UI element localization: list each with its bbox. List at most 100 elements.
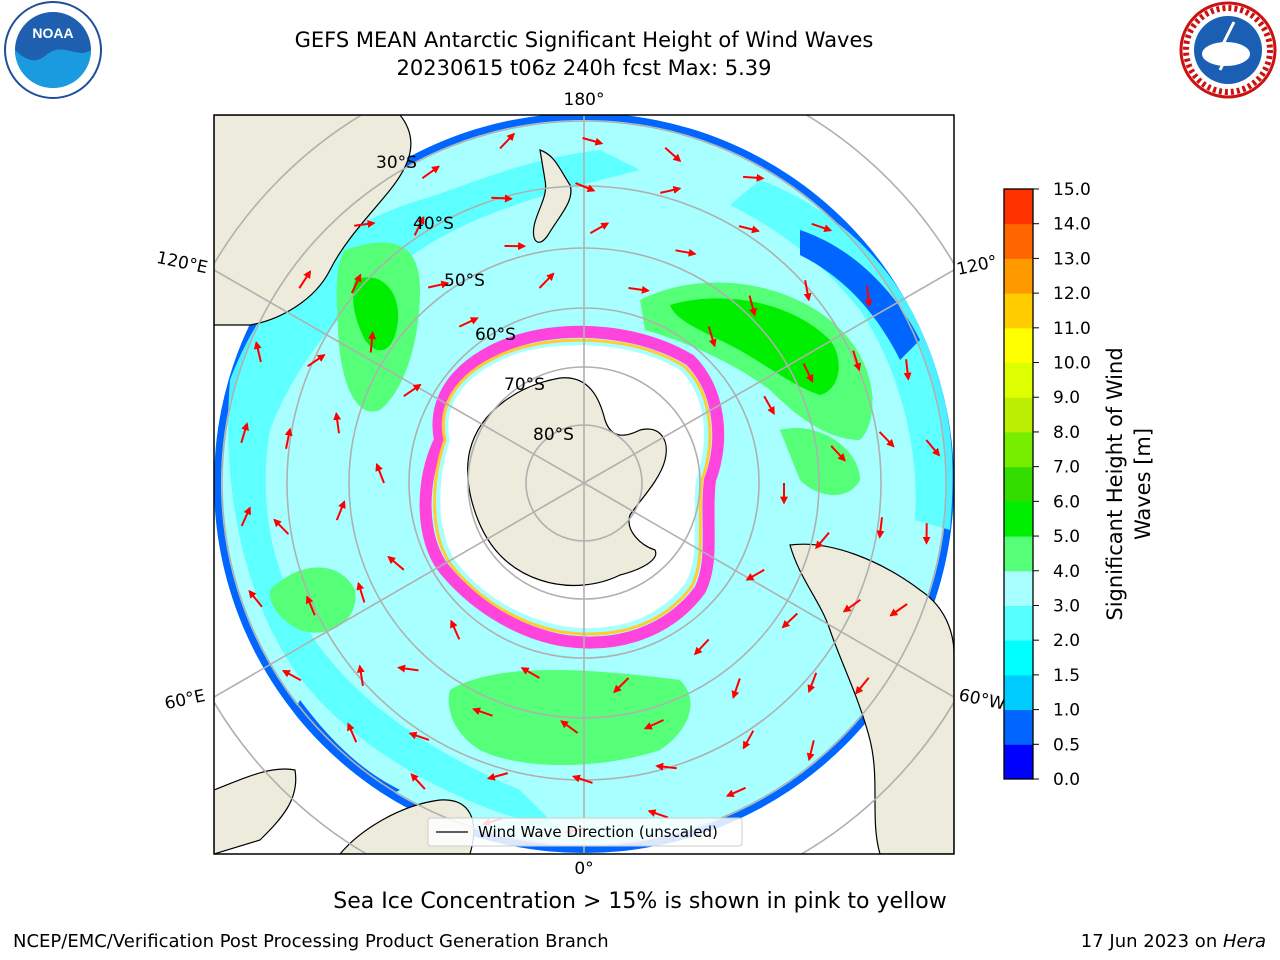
wind-wave-arrow xyxy=(582,137,604,146)
meridian-120e xyxy=(214,269,585,484)
footer-branch: NCEP/EMC/Verification Post Processing Pr… xyxy=(13,931,609,952)
wind-wave-arrow xyxy=(571,774,593,784)
colorbar-tick-label: 10.0 xyxy=(1053,354,1091,374)
wind-wave-arrow xyxy=(664,146,682,163)
wind-wave-arrow xyxy=(375,462,385,484)
nws-logo xyxy=(1179,1,1277,99)
wind-wave-arrow xyxy=(560,720,579,734)
colorbar-tick-label: 2.0 xyxy=(1053,631,1080,651)
colorbar-tick-label: 15.0 xyxy=(1053,180,1091,200)
wind-wave-arrow xyxy=(864,285,873,308)
wind-wave-arrow xyxy=(589,222,610,234)
land-australia xyxy=(214,115,412,326)
wind-wave-arrow xyxy=(253,340,262,363)
lon-label-60w: 60°W xyxy=(957,685,1007,714)
wind-wave-arrow xyxy=(743,173,765,182)
colorbar-ticks: 0.0 0.5 1.0 1.5 2.0 3.0 4.0 5.0 6.0 7.0 8.0 9.0 10.0… xyxy=(1033,180,1091,790)
wind-wave-arrow xyxy=(852,350,862,372)
colorbar-title-line2: Waves [m] xyxy=(1131,428,1155,540)
footer-date-text: 17 Jun 2023 on xyxy=(1080,931,1223,952)
wind-wave-arrows xyxy=(240,132,941,835)
lon-label-bottom: 0° xyxy=(574,859,593,879)
wind-wave-arrow xyxy=(538,272,555,289)
wind-wave-arrow xyxy=(356,664,365,686)
wind-wave-arrow xyxy=(878,431,895,448)
colorbar-cell xyxy=(1004,466,1033,502)
wind-wave-arrow xyxy=(408,731,430,741)
wind-wave-arrow xyxy=(842,598,861,613)
colorbar-tick-label: 0.0 xyxy=(1053,770,1080,790)
wind-wave-arrow xyxy=(240,506,251,527)
wind-wave-arrow xyxy=(403,383,422,398)
map-legend: Wind Wave Direction (unscaled) xyxy=(427,817,743,847)
wind-wave-arrow xyxy=(413,215,425,236)
lon-label-120w: 120° xyxy=(955,252,999,280)
chart-subtitle: 20230615 t06z 240h fcst Max: 5.39 xyxy=(396,56,772,80)
wind-wave-arrow xyxy=(387,555,405,571)
noaa-logo-text: NOAA xyxy=(32,25,73,41)
wind-wave-arrow xyxy=(855,677,870,695)
colorbar-cell xyxy=(1004,744,1033,780)
wind-wave-arrow xyxy=(811,222,833,233)
land-madagascar xyxy=(214,768,297,854)
colorbar-tick-label: 9.0 xyxy=(1053,388,1080,408)
wind-wave-arrow xyxy=(731,678,741,700)
chart-title: GEFS MEAN Antarctic Significant Height o… xyxy=(294,28,874,52)
colorbar-cell xyxy=(1004,640,1033,676)
wind-wave-arrow xyxy=(815,532,830,550)
wind-wave-arrow xyxy=(450,619,461,640)
wind-wave-arrow xyxy=(707,326,717,348)
colorbar-cell xyxy=(1004,258,1033,294)
colorbar-cell xyxy=(1004,536,1033,572)
wind-wave-arrow xyxy=(745,568,765,581)
meridian-60w xyxy=(583,482,954,698)
wind-wave-arrow xyxy=(660,186,682,194)
legend-label: Wind Wave Direction (unscaled) xyxy=(478,823,718,841)
wave-patch-pacific-core xyxy=(670,298,839,395)
lat-label-70s: 70°S xyxy=(504,375,545,395)
wind-wave-arrow xyxy=(694,638,710,656)
wind-wave-arrow xyxy=(333,411,342,434)
colorbar-tick-label: 0.5 xyxy=(1053,735,1080,755)
wind-wave-arrow xyxy=(421,165,440,180)
colorbar-cell xyxy=(1004,501,1033,537)
colorbar-tick-label: 1.0 xyxy=(1053,701,1080,721)
wind-wave-arrow xyxy=(350,273,362,294)
lon-label-60e: 60°E xyxy=(163,686,207,714)
lat-label-30s: 30°S xyxy=(376,153,417,173)
wind-wave-arrow xyxy=(613,677,630,694)
wave-patch-east xyxy=(780,428,860,495)
wind-wave-arrow xyxy=(803,280,812,302)
land-antarctica xyxy=(467,377,667,587)
sea-ice-note: Sea Ice Concentration > 15% is shown in … xyxy=(333,889,947,914)
wind-wave-arrow xyxy=(889,603,908,617)
colorbar-cell xyxy=(1004,709,1033,745)
wind-wave-arrow xyxy=(903,359,912,381)
wind-wave-arrow xyxy=(876,517,885,539)
wind-wave-arrow xyxy=(748,295,757,317)
colorbar-cell xyxy=(1004,362,1033,398)
footer-date: 17 Jun 2023 on Hera xyxy=(1081,931,1266,952)
wind-wave-arrow xyxy=(281,669,302,682)
wind-wave-arrow xyxy=(356,581,366,603)
noaa-logo: NOAA xyxy=(4,1,102,99)
colorbar-tick-label: 7.0 xyxy=(1053,458,1080,478)
lat-label-50s: 50°S xyxy=(444,271,485,291)
wind-wave-arrow xyxy=(725,786,747,797)
colorbar-cell xyxy=(1004,397,1033,433)
wind-wave-arrow xyxy=(742,730,755,750)
sea-ice-edge xyxy=(419,325,725,649)
wind-wave-arrow xyxy=(675,248,697,257)
wind-wave-arrow xyxy=(925,439,941,457)
colorbar-tick-label: 6.0 xyxy=(1053,492,1080,512)
wind-wave-arrow xyxy=(368,331,377,353)
footer-machine: Hera xyxy=(1222,931,1266,952)
wind-wave-arrow xyxy=(240,422,250,444)
wind-wave-arrow xyxy=(499,132,516,150)
colorbar-cells xyxy=(1004,189,1033,780)
lat-label-80s: 80°S xyxy=(533,425,574,445)
land-new-zealand xyxy=(532,149,572,243)
wind-wave-arrow xyxy=(472,707,493,717)
wind-wave-arrow xyxy=(520,667,540,679)
